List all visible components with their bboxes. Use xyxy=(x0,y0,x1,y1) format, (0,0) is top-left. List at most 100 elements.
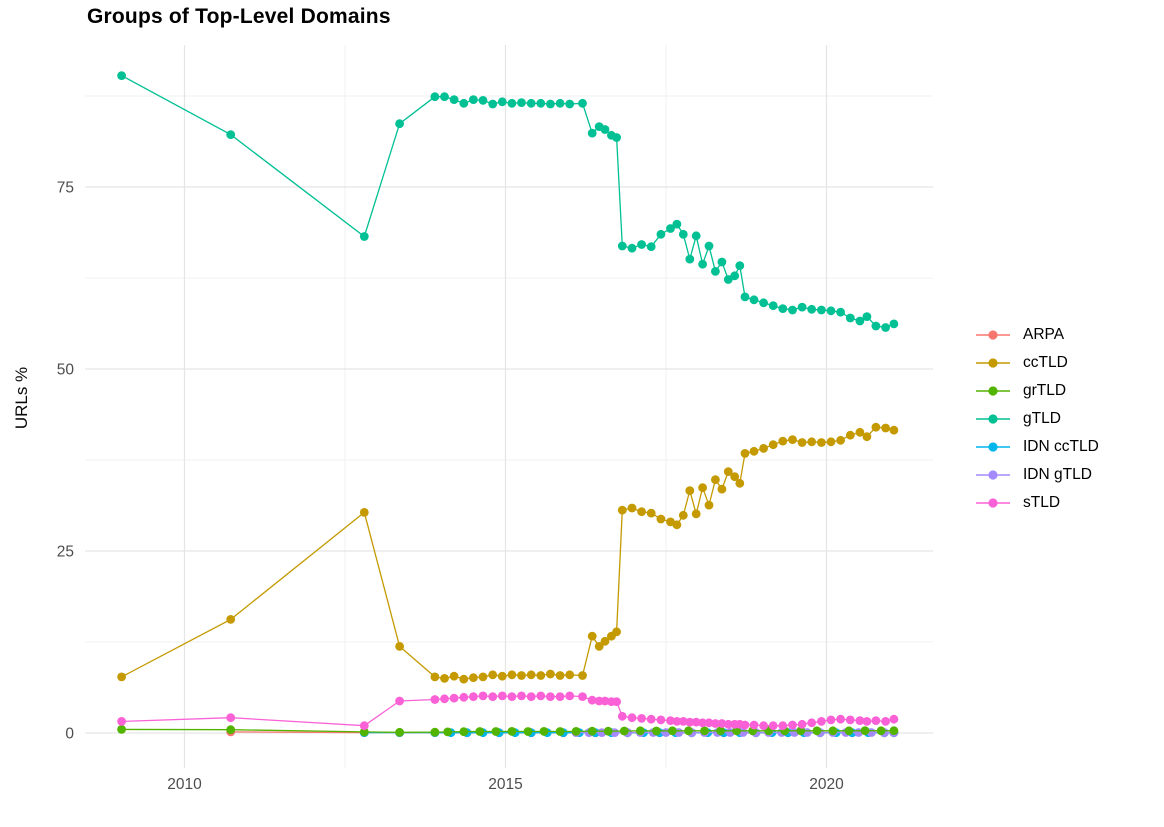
data-point-ccTLD xyxy=(881,423,890,433)
data-point-sTLD xyxy=(430,695,440,704)
data-point-gTLD xyxy=(430,92,440,102)
series-line-sTLD xyxy=(121,695,895,727)
data-point-sTLD xyxy=(817,717,826,726)
legend-swatch-icon xyxy=(976,330,1010,340)
data-point-sTLD xyxy=(797,719,807,729)
x-tick-label: 2015 xyxy=(488,776,522,793)
data-point-gTLD xyxy=(871,321,881,331)
data-point-sTLD xyxy=(627,713,637,723)
data-point-grTLD xyxy=(395,727,404,737)
data-point-grTLD xyxy=(507,727,517,736)
data-point-gTLD xyxy=(749,295,759,305)
data-point-grTLD xyxy=(812,726,822,736)
series-line-gTLD xyxy=(121,75,895,329)
data-point-gTLD xyxy=(735,261,745,270)
legend-key-dot xyxy=(988,386,998,396)
data-point-sTLD xyxy=(778,721,788,731)
data-point-gTLD xyxy=(797,302,807,312)
data-point-grTLD xyxy=(652,726,661,736)
data-point-gTLD xyxy=(759,298,768,308)
data-point-sTLD xyxy=(889,714,899,724)
data-point-ccTLD xyxy=(749,446,759,456)
data-point-gTLD xyxy=(855,316,865,326)
data-point-gTLD xyxy=(488,99,498,109)
data-point-gTLD xyxy=(600,125,610,134)
legend-label: sTLD xyxy=(1023,494,1061,511)
data-point-ccTLD xyxy=(646,508,656,518)
data-point-ccTLD xyxy=(698,483,707,493)
data-point-sTLD xyxy=(646,714,656,724)
data-point-ccTLD xyxy=(359,508,369,517)
data-point-sTLD xyxy=(117,717,126,726)
data-point-sTLD xyxy=(395,696,404,706)
x-tick-label: 2020 xyxy=(809,776,844,793)
legend-swatch-icon xyxy=(976,442,1010,452)
data-point-sTLD xyxy=(617,711,627,721)
data-point-gTLD xyxy=(478,96,488,105)
data-point-sTLD xyxy=(691,717,701,727)
data-point-sTLD xyxy=(507,692,517,701)
data-point-gTLD xyxy=(637,240,646,249)
data-point-ccTLD xyxy=(507,670,517,680)
data-point-grTLD xyxy=(889,726,899,736)
data-point-gTLD xyxy=(845,313,855,323)
data-point-gTLD xyxy=(517,98,526,107)
data-point-ccTLD xyxy=(594,642,604,651)
data-point-grTLD xyxy=(603,726,613,736)
data-point-ccTLD xyxy=(862,432,872,442)
y-tick-label: 0 xyxy=(65,726,74,743)
data-point-ccTLD xyxy=(740,449,750,458)
data-point-grTLD xyxy=(459,727,469,737)
data-point-gTLD xyxy=(612,133,621,142)
data-point-gTLD xyxy=(672,219,682,229)
legend-label: grTLD xyxy=(1023,382,1067,399)
data-point-gTLD xyxy=(536,98,546,108)
data-point-gTLD xyxy=(578,98,587,108)
data-point-sTLD xyxy=(788,720,797,730)
data-point-gTLD xyxy=(497,97,507,107)
legend-swatch-icon xyxy=(976,358,1010,368)
data-point-sTLD xyxy=(678,717,688,726)
legend-swatch-icon xyxy=(976,498,1010,508)
data-point-grTLD xyxy=(359,727,369,737)
data-point-gTLD xyxy=(717,257,727,267)
data-point-gTLD xyxy=(711,267,720,276)
data-point-grTLD xyxy=(716,726,725,736)
legend-item-grTLD: grTLD xyxy=(976,377,1099,405)
data-point-gTLD xyxy=(678,229,688,239)
data-point-ccTLD xyxy=(587,631,597,641)
data-point-sTLD xyxy=(600,696,610,706)
legend-item-IDN-gTLD: IDN gTLD xyxy=(976,461,1099,489)
legend-item-sTLD: sTLD xyxy=(976,489,1099,517)
legend-label: ARPA xyxy=(1023,326,1065,343)
data-point-sTLD xyxy=(862,717,872,726)
data-point-sTLD xyxy=(723,719,733,729)
data-point-ccTLD xyxy=(855,427,865,437)
data-point-ccTLD xyxy=(526,670,536,680)
data-point-ccTLD xyxy=(656,514,666,524)
data-point-gTLD xyxy=(704,241,714,251)
x-tick-label: 2010 xyxy=(167,776,202,793)
data-point-sTLD xyxy=(704,718,714,728)
data-point-gTLD xyxy=(117,71,126,80)
data-point-ccTLD xyxy=(685,486,695,495)
data-point-ccTLD xyxy=(517,671,526,680)
data-point-ccTLD xyxy=(555,671,565,680)
data-point-grTLD xyxy=(443,727,453,737)
legend-swatch-icon xyxy=(976,414,1010,424)
data-point-ccTLD xyxy=(768,440,778,450)
data-point-sTLD xyxy=(845,715,855,725)
data-point-ccTLD xyxy=(678,510,688,520)
legend-key-dot xyxy=(988,470,998,480)
data-point-grTLD xyxy=(876,726,886,736)
data-point-ccTLD xyxy=(430,672,440,682)
data-point-ccTLD xyxy=(395,642,404,651)
data-point-ccTLD xyxy=(600,636,610,646)
legend-item-IDN-ccTLD: IDN ccTLD xyxy=(976,433,1099,461)
data-point-grTLD xyxy=(635,726,645,736)
data-point-grTLD xyxy=(668,726,677,736)
y-tick-label: 75 xyxy=(57,180,74,197)
data-point-grTLD xyxy=(571,727,581,736)
data-point-gTLD xyxy=(691,231,701,241)
data-point-gTLD xyxy=(698,259,707,269)
